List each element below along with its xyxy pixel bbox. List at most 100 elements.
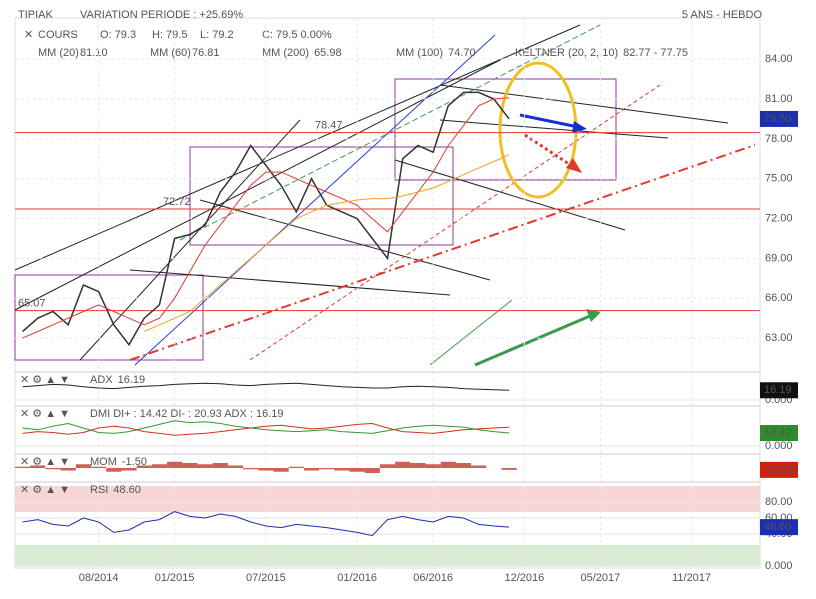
bar <box>30 465 46 468</box>
y-tick-label: 66.00 <box>765 292 793 304</box>
y-tick-label: 81.00 <box>765 93 793 105</box>
close-icon[interactable]: ✕ <box>24 29 33 41</box>
bar <box>471 465 487 468</box>
bar <box>106 468 122 472</box>
legend-value: 81.10 <box>80 47 108 59</box>
panel-title-value: 16.19 <box>118 374 146 386</box>
panel-title: ADX <box>90 374 113 386</box>
trendline <box>439 84 729 124</box>
bar <box>379 464 396 468</box>
x-tick-label: 12/2016 <box>504 572 544 584</box>
bar <box>243 468 259 470</box>
bar <box>197 464 213 468</box>
legend-label: KELTNER (20, 2, 10) <box>515 47 618 59</box>
bar <box>15 466 31 468</box>
bar <box>227 465 244 468</box>
ohlc: H: 79.5 <box>152 29 187 41</box>
rsi-overbought-zone <box>15 486 760 512</box>
bar <box>303 468 320 471</box>
trendline <box>79 119 301 361</box>
x-tick-label: 01/2015 <box>155 572 195 584</box>
bar <box>440 461 456 468</box>
value-box <box>760 425 798 442</box>
y-tick-label: 0.000 <box>765 440 793 452</box>
level-label: 65.07 <box>18 298 46 310</box>
panel-icons: ✕ ⚙ ▲ ▼ <box>20 374 70 386</box>
ohlc: C: 79.5 0.00% <box>262 29 332 41</box>
x-tick-label: 07/2015 <box>246 572 286 584</box>
value-box-label: 14.42 <box>764 427 792 439</box>
y-tick-label: 80.00 <box>765 496 793 508</box>
series-line <box>22 422 510 436</box>
value-box-label: 16.19 <box>764 384 792 396</box>
series-line <box>143 154 510 332</box>
series-line <box>22 91 510 347</box>
ohlc: O: 79.3 <box>100 29 136 41</box>
trendline <box>199 199 491 281</box>
bar <box>45 468 61 470</box>
bar <box>501 468 517 470</box>
series-line <box>22 511 510 537</box>
legend-value: 74.70 <box>448 47 476 59</box>
legend-label: MM (100) <box>396 47 443 59</box>
bar <box>151 464 168 468</box>
x-tick-label: 01/2016 <box>337 572 377 584</box>
bar <box>258 468 274 471</box>
y-tick-label: 0.000 <box>765 560 793 572</box>
trendline <box>14 59 501 311</box>
panel-title-value: 48.60 <box>113 484 141 496</box>
box <box>14 274 204 361</box>
y-tick-label: 84.00 <box>765 53 793 65</box>
value-box-label: -1.500 <box>764 464 795 476</box>
y-tick-label: 72.00 <box>765 212 793 224</box>
bar <box>425 464 441 468</box>
x-tick-label: 05/2017 <box>580 572 620 584</box>
series-name: COURS <box>38 29 78 41</box>
x-tick-label: 08/2014 <box>79 572 119 584</box>
bar <box>273 468 289 472</box>
legend-value: 65.98 <box>314 47 342 59</box>
bar <box>182 463 198 468</box>
x-tick-label: 06/2016 <box>413 572 453 584</box>
last-price-label: 79.50 <box>764 113 792 125</box>
trendline <box>439 119 669 139</box>
bar <box>364 468 380 473</box>
level-label: 78.47 <box>315 120 343 132</box>
arrow-head <box>566 158 582 173</box>
value-box-label: 48.60 <box>764 521 792 533</box>
legend-label: MM (60) <box>150 47 191 59</box>
series-line <box>22 420 510 434</box>
panel-title: RSI <box>90 484 108 496</box>
level-label: 72.72 <box>163 196 191 208</box>
panel-title: MOM <box>90 456 117 468</box>
bar <box>121 468 137 471</box>
trendline <box>129 269 451 296</box>
arrow-head <box>586 309 601 322</box>
trendline <box>249 84 661 361</box>
panel-icons: ✕ ⚙ ▲ ▼ <box>20 484 70 496</box>
bar <box>60 468 76 471</box>
arrow <box>519 113 579 129</box>
bar <box>288 466 304 468</box>
y-tick-label: 75.00 <box>765 173 793 185</box>
legend-label: MM (200) <box>262 47 309 59</box>
last-price-box <box>760 110 798 127</box>
y-tick-label: 63.00 <box>765 332 793 344</box>
trendline <box>134 34 496 366</box>
box <box>394 78 617 181</box>
plot-frame <box>14 17 761 569</box>
bar <box>167 461 183 468</box>
bar <box>136 465 152 468</box>
variation: VARIATION PERIODE : +25.69% <box>80 9 243 21</box>
panel-icons: ✕ ⚙ ▲ ▼ <box>20 456 70 468</box>
bar <box>75 464 92 468</box>
bar <box>319 468 335 470</box>
panel-title-value: -1.50 <box>122 456 147 468</box>
arrow-head <box>572 121 587 133</box>
rsi-oversold-zone <box>15 545 760 566</box>
legend-value: 76.81 <box>192 47 220 59</box>
bar <box>395 461 411 468</box>
y-tick-label: 78.00 <box>765 133 793 145</box>
bar <box>455 463 472 468</box>
legend-label: MM (20) <box>38 47 79 59</box>
